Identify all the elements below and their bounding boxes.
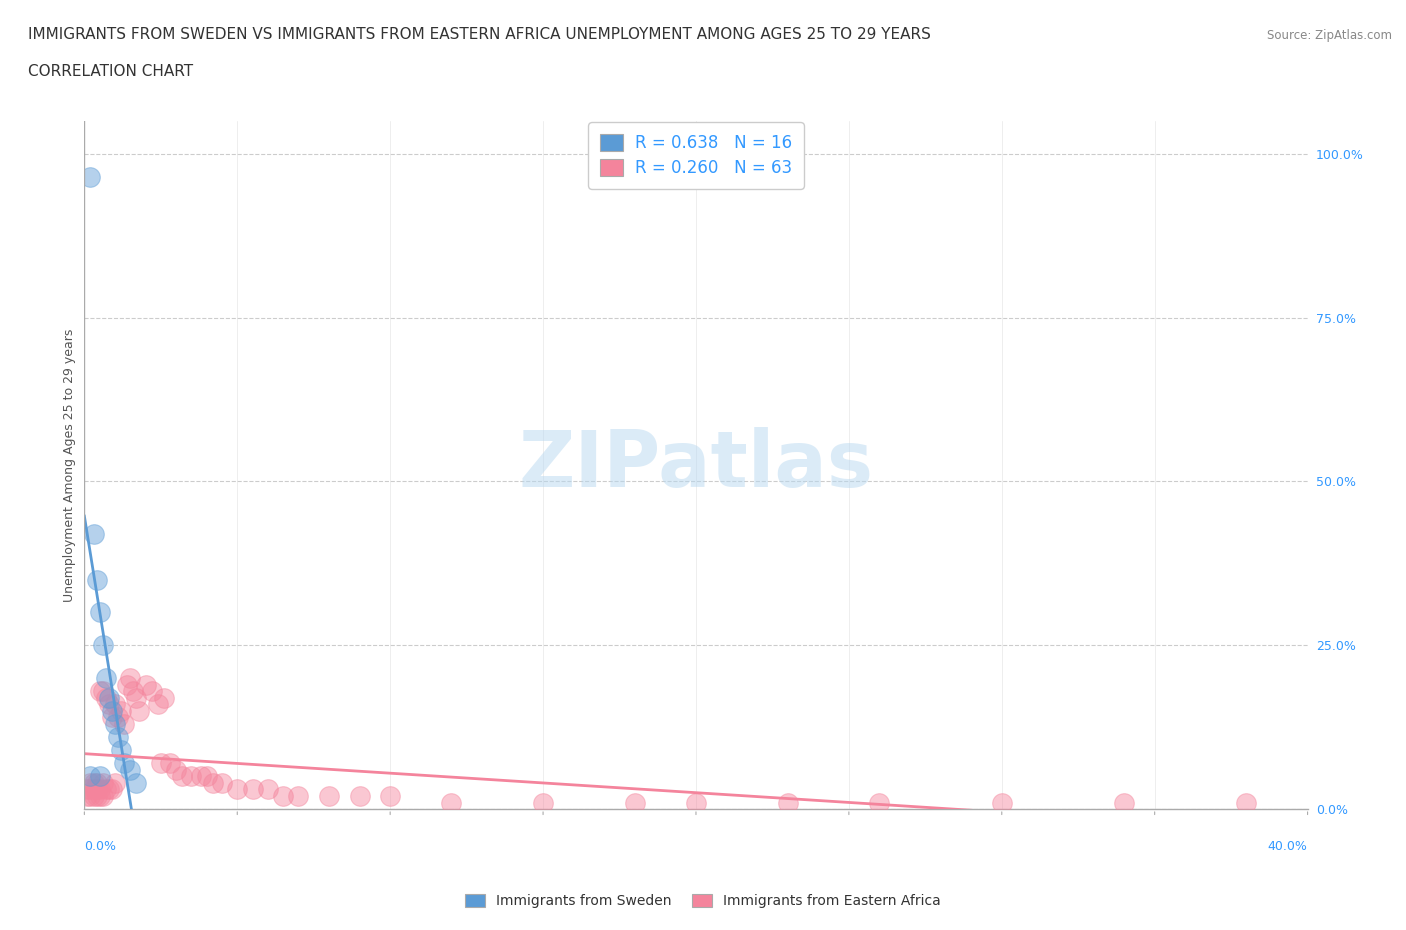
Point [79, 789, 101, 804]
Legend: R = 0.638   N = 16, R = 0.260   N = 63: R = 0.638 N = 16, R = 0.260 N = 63 [588, 123, 804, 189]
Point [112, 756, 135, 771]
Point [125, 690, 148, 705]
Y-axis label: Unemployment Among Ages 25 to 29 years: Unemployment Among Ages 25 to 29 years [63, 328, 76, 602]
Point [991, 795, 1014, 810]
Point [122, 684, 145, 698]
Point [107, 729, 129, 744]
Text: CORRELATION CHART: CORRELATION CHART [28, 64, 193, 79]
Point [201, 776, 224, 790]
Point [128, 703, 150, 718]
Point [91, 776, 114, 790]
Point [110, 703, 132, 718]
Point [165, 763, 187, 777]
Point [83, 776, 105, 790]
Point [624, 795, 647, 810]
Point [76, 789, 98, 804]
Point [1234, 795, 1257, 810]
Point [172, 769, 194, 784]
Point [110, 743, 132, 758]
Point [257, 782, 280, 797]
Point [380, 789, 402, 804]
Point [104, 697, 127, 711]
Point [349, 789, 371, 804]
Point [211, 776, 233, 790]
Point [76, 782, 98, 797]
Point [531, 795, 554, 810]
Point [120, 763, 142, 777]
Point [180, 769, 202, 784]
Point [91, 789, 114, 804]
Point [86, 789, 108, 804]
Point [153, 690, 176, 705]
Point [141, 684, 163, 698]
Point [146, 697, 169, 711]
Point [685, 795, 707, 810]
Legend: Immigrants from Sweden, Immigrants from Eastern Africa: Immigrants from Sweden, Immigrants from … [460, 888, 946, 914]
Point [318, 789, 340, 804]
Point [97, 697, 120, 711]
Text: Source: ZipAtlas.com: Source: ZipAtlas.com [1267, 29, 1392, 42]
Point [195, 769, 218, 784]
Point [101, 782, 124, 797]
Text: ZIPatlas: ZIPatlas [519, 427, 873, 503]
Point [97, 690, 120, 705]
Point [83, 526, 105, 541]
Point [120, 671, 142, 685]
Point [79, 782, 101, 797]
Point [135, 677, 157, 692]
Point [89, 782, 111, 797]
Point [79, 769, 101, 784]
Point [869, 795, 891, 810]
Point [101, 710, 124, 724]
Point [271, 789, 294, 804]
Point [190, 769, 212, 784]
Point [104, 776, 127, 790]
Point [104, 716, 127, 731]
Point [94, 690, 117, 705]
Point [440, 795, 463, 810]
Point [86, 782, 108, 797]
Text: 40.0%: 40.0% [1268, 840, 1308, 853]
Point [83, 789, 105, 804]
Point [125, 776, 148, 790]
Point [97, 782, 120, 797]
Point [112, 716, 135, 731]
Point [91, 684, 114, 698]
Point [86, 776, 108, 790]
Point [776, 795, 799, 810]
Point [94, 671, 117, 685]
Text: IMMIGRANTS FROM SWEDEN VS IMMIGRANTS FROM EASTERN AFRICA UNEMPLOYMENT AMONG AGES: IMMIGRANTS FROM SWEDEN VS IMMIGRANTS FRO… [28, 27, 931, 42]
Point [159, 756, 181, 771]
Point [83, 782, 105, 797]
Point [226, 782, 249, 797]
Point [115, 677, 138, 692]
Point [1114, 795, 1136, 810]
Point [287, 789, 309, 804]
Point [107, 710, 129, 724]
Point [91, 638, 114, 653]
Point [149, 756, 172, 771]
Point [86, 572, 108, 587]
Point [101, 703, 124, 718]
Point [89, 684, 111, 698]
Point [89, 769, 111, 784]
Point [94, 782, 117, 797]
Text: 0.0%: 0.0% [84, 840, 117, 853]
Point [79, 169, 101, 184]
Point [242, 782, 264, 797]
Point [79, 776, 101, 790]
Point [89, 789, 111, 804]
Point [89, 605, 111, 620]
